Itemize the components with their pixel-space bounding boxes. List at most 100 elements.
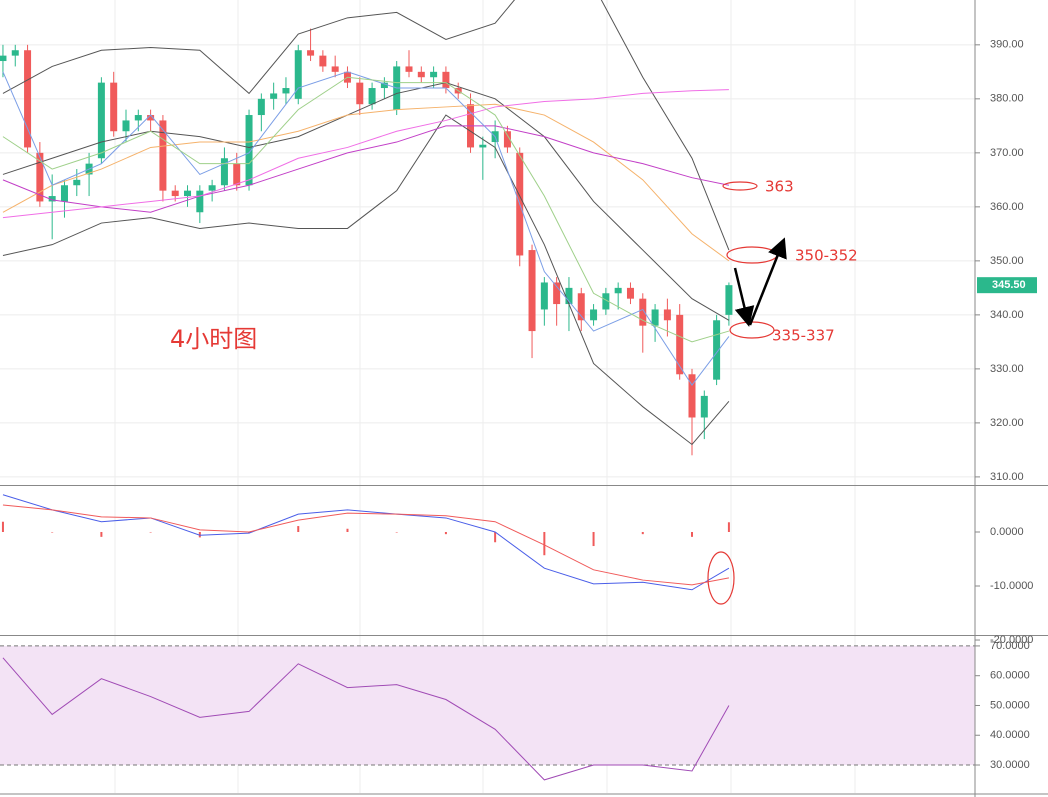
indicator-line	[2, 657, 730, 781]
candle-body	[319, 55, 327, 67]
annotation-shapes	[707, 181, 778, 605]
candle-body	[97, 82, 105, 159]
y-tick-label: -10.0000	[990, 580, 1033, 592]
candle-body	[257, 98, 265, 116]
plot-layer	[0, 0, 975, 781]
panel	[0, 0, 975, 478]
macd-histogram-bar	[1, 521, 4, 532]
macd-histogram-bar	[198, 531, 201, 538]
candle-body	[430, 71, 438, 78]
candle-body	[479, 144, 487, 148]
panel	[0, 645, 975, 781]
macd-histogram-bar	[727, 522, 730, 532]
macd-histogram-bar	[248, 531, 251, 534]
candle-body	[48, 196, 56, 202]
candle-body	[307, 50, 315, 56]
chart-title: 4小时图	[170, 325, 257, 353]
macd-histogram-bar	[690, 531, 693, 537]
candle-body	[590, 309, 598, 321]
candle-body	[356, 82, 364, 105]
y-tick-label: 390.00	[990, 39, 1024, 51]
y-tick-label: 60.0000	[990, 670, 1030, 682]
candle-body	[602, 293, 610, 310]
candle-body	[442, 71, 450, 89]
candle-body	[60, 185, 68, 202]
y-tick-label: 380.00	[990, 93, 1024, 105]
candle-body	[577, 293, 585, 321]
macd-histogram-bar	[149, 531, 152, 533]
candle-body	[122, 120, 130, 132]
candle-body	[368, 88, 376, 105]
last-price-tag	[977, 277, 1037, 294]
candle-body	[528, 250, 536, 332]
candle-body	[688, 374, 696, 418]
candle-body	[676, 314, 684, 375]
macd-histogram-bar	[100, 531, 103, 537]
candle-body	[540, 282, 548, 310]
candle-body	[663, 309, 671, 321]
y-tick-label: 360.00	[990, 201, 1024, 213]
indicator-line	[2, 82, 730, 321]
time-grid	[114, 0, 856, 793]
macd-histogram-bar	[444, 531, 447, 535]
candle-body	[208, 185, 216, 191]
candle-body	[134, 115, 142, 121]
candle-body	[196, 190, 204, 213]
candle-body	[245, 115, 253, 186]
candle-body	[503, 131, 511, 148]
candle-body	[11, 50, 19, 56]
candle-body	[331, 66, 339, 72]
candle-body	[626, 287, 634, 299]
y-tick-label: 50.0000	[990, 699, 1030, 711]
indicator-line	[2, 89, 729, 219]
indicator-line	[2, 125, 730, 213]
candle-body	[110, 82, 118, 132]
macd-histogram-bar	[395, 531, 398, 533]
indicator-line	[2, 76, 730, 343]
y-tick-label: 320.00	[990, 417, 1024, 429]
y-tick-label: 40.0000	[990, 729, 1030, 741]
last-price-label: 345.50	[992, 279, 1026, 291]
y-tick-label: 70.0000	[990, 640, 1030, 652]
macd-histogram-bar	[592, 531, 595, 547]
candle-body	[553, 282, 561, 305]
candle-body	[565, 287, 573, 305]
macd-histogram-bar	[51, 531, 54, 533]
annotation: 335-337	[772, 327, 835, 345]
candle-body	[614, 287, 622, 294]
candle-body	[380, 82, 388, 89]
annotation: 350-352	[795, 247, 858, 265]
candle-body	[233, 163, 241, 186]
candle-body	[36, 152, 44, 202]
y-tick-label: 310.00	[990, 471, 1024, 483]
y-tick-label: 350.00	[990, 255, 1024, 267]
candle-body	[282, 88, 290, 94]
candle-body	[220, 158, 228, 186]
indicator-line	[2, 494, 730, 591]
candle-body	[294, 50, 302, 99]
candle-body	[159, 120, 167, 191]
candle-body	[639, 298, 647, 326]
candle-body	[0, 55, 7, 62]
candle-body	[270, 93, 278, 99]
macd-histogram-bar	[297, 526, 300, 532]
macd-histogram-bar	[346, 528, 349, 532]
indicator-line	[2, 103, 730, 262]
candle-body	[73, 179, 81, 186]
candle-body	[147, 115, 155, 121]
candle-body	[405, 66, 413, 72]
rsi-band	[0, 645, 975, 766]
arrows	[733, 237, 787, 327]
y-tick-label: -20.0000	[990, 634, 1033, 646]
candle-body	[713, 320, 721, 380]
panel	[1, 494, 730, 591]
candle-body	[700, 395, 708, 418]
y-tick-label: 370.00	[990, 147, 1024, 159]
indicator-line	[2, 0, 730, 251]
candle-body	[184, 190, 192, 197]
indicator-line	[2, 114, 730, 446]
candle-body	[171, 190, 179, 197]
candle-body	[725, 285, 733, 315]
y-tick-label: 330.00	[990, 363, 1024, 375]
